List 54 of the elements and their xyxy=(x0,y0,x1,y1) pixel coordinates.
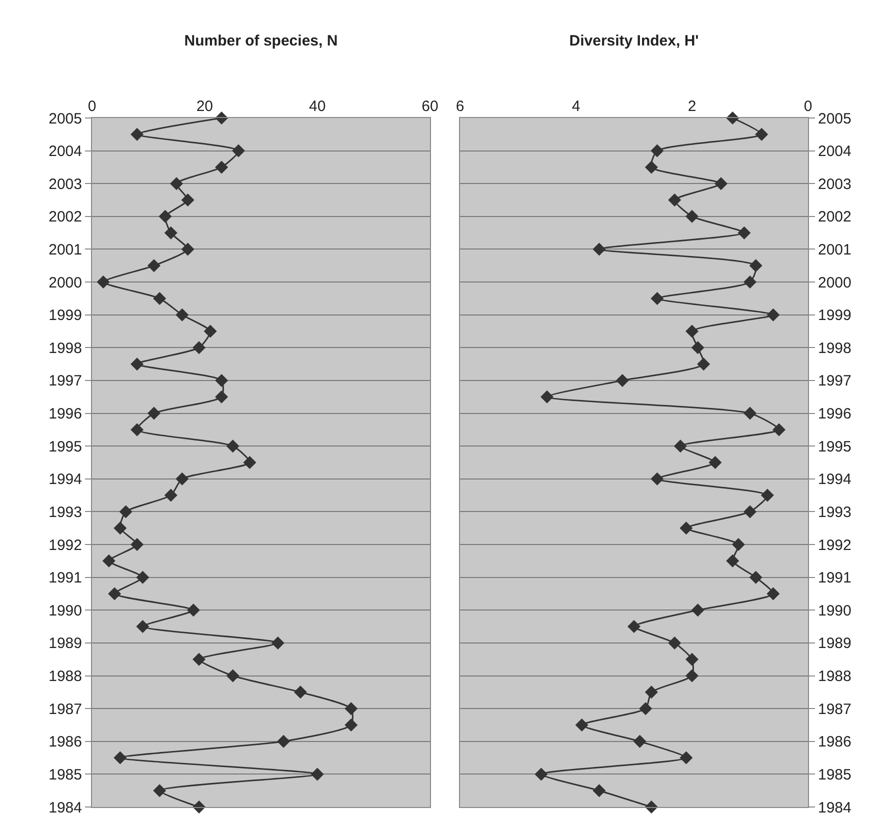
y-tick-label: 2002 xyxy=(818,208,852,226)
y-tick-label: 1996 xyxy=(48,406,82,423)
y-tick-label: 2004 xyxy=(48,143,82,160)
chart-title: Number of species, N xyxy=(184,32,338,50)
y-tick-label: 1997 xyxy=(48,372,82,390)
y-tick-label: 1990 xyxy=(818,602,852,620)
y-tick-label: 1994 xyxy=(818,471,852,488)
y-tick-label: 1984 xyxy=(48,799,82,816)
x-tick-label: 40 xyxy=(308,98,326,115)
y-tick-label: 2005 xyxy=(818,110,852,128)
y-tick-label: 1988 xyxy=(818,668,852,686)
y-tick-label: 2004 xyxy=(818,143,852,160)
y-tick-label: 1993 xyxy=(48,504,82,521)
y-tick-label: 1989 xyxy=(48,635,82,652)
y-tick-label: 1999 xyxy=(48,307,82,324)
y-tick-label: 1994 xyxy=(48,471,82,488)
y-tick-label: 2000 xyxy=(818,274,852,292)
y-tick-label: 1990 xyxy=(48,602,82,620)
x-tick-label: 0 xyxy=(88,98,96,115)
y-tick-label: 1991 xyxy=(48,570,82,587)
y-tick-label: 2002 xyxy=(48,208,82,226)
y-tick-label: 2005 xyxy=(48,110,82,128)
y-tick-label: 1986 xyxy=(48,734,82,751)
y-tick-label: 1992 xyxy=(48,536,82,554)
x-tick-label: 4 xyxy=(572,98,580,115)
y-tick-label: 1992 xyxy=(818,536,852,554)
y-tick-label: 1996 xyxy=(818,406,852,423)
y-tick-label: 1988 xyxy=(48,668,82,686)
y-tick-label: 1989 xyxy=(818,635,852,652)
y-tick-label: 1985 xyxy=(818,766,852,784)
y-tick-label: 2001 xyxy=(48,241,82,258)
chart-title: Diversity Index, H' xyxy=(569,32,699,50)
y-tick-label: 1998 xyxy=(818,340,852,357)
y-tick-label: 1999 xyxy=(818,307,852,324)
x-tick-label: 60 xyxy=(422,98,438,115)
y-tick-label: 1995 xyxy=(818,438,852,456)
y-tick-label: 1993 xyxy=(818,504,852,521)
y-tick-label: 1997 xyxy=(818,372,852,390)
y-tick-label: 2000 xyxy=(48,274,82,292)
y-tick-label: 1986 xyxy=(818,734,852,751)
y-tick-label: 2003 xyxy=(818,176,852,193)
x-tick-label: 6 xyxy=(456,98,464,115)
y-tick-label: 2001 xyxy=(818,241,852,258)
y-tick-label: 1987 xyxy=(48,700,82,718)
y-tick-label: 2003 xyxy=(48,176,82,193)
y-tick-label: 1984 xyxy=(818,799,852,816)
x-tick-label: 2 xyxy=(688,98,696,115)
x-tick-label: 20 xyxy=(196,98,214,115)
x-tick-label: 0 xyxy=(804,98,812,115)
y-tick-label: 1995 xyxy=(48,438,82,456)
y-tick-label: 1987 xyxy=(818,700,852,718)
y-tick-label: 1998 xyxy=(48,340,82,357)
y-tick-label: 1991 xyxy=(818,570,852,587)
y-tick-label: 1985 xyxy=(48,766,82,784)
